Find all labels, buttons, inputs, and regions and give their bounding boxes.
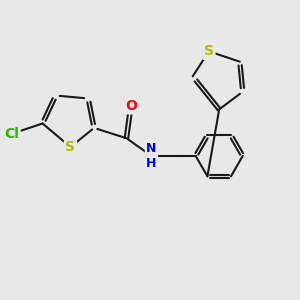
Text: Cl: Cl	[4, 127, 19, 141]
Text: S: S	[65, 140, 76, 154]
Text: S: S	[204, 44, 214, 58]
Text: N
H: N H	[146, 142, 157, 170]
Text: O: O	[125, 99, 137, 113]
